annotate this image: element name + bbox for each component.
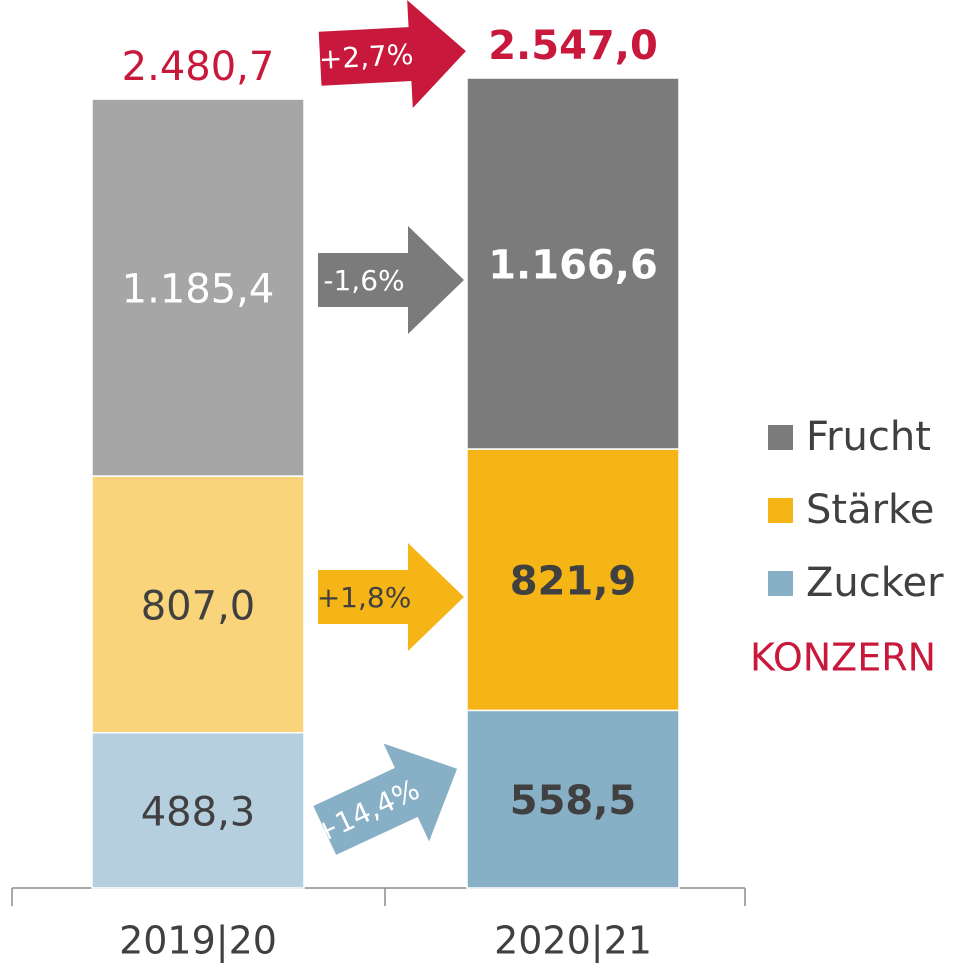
total-label: 2.480,7 [122, 44, 275, 90]
total-label: 2.547,0 [488, 23, 658, 69]
bar-segment [466, 77, 680, 450]
change-arrow: +2,7% [318, 0, 466, 108]
x-tick-label: 2020|21 [494, 919, 652, 964]
arrow-shape [318, 0, 466, 108]
value-label: 807,0 [141, 583, 256, 629]
legend-label: KONZERN [750, 636, 936, 680]
value-label: 558,5 [510, 778, 637, 824]
change-label: +2,7% [318, 38, 414, 76]
arrow-shape [318, 543, 464, 651]
legend-label: Frucht [806, 414, 931, 460]
value-label: 488,3 [141, 789, 256, 835]
bar-segment [91, 731, 305, 889]
change-arrow: -1,6% [318, 226, 464, 334]
value-label: 821,9 [510, 559, 637, 605]
bar-segment [91, 98, 305, 477]
legend-swatch [768, 498, 793, 523]
change-label: -1,6% [323, 264, 404, 297]
bar-segment [91, 475, 305, 734]
change-label: +1,8% [317, 581, 412, 614]
bar-segment [466, 709, 680, 889]
legend-swatch [768, 571, 793, 596]
change-arrow: +1,8% [317, 543, 464, 651]
value-label: 1.166,6 [488, 243, 658, 289]
arrow-shape [318, 226, 464, 334]
change-arrow: +14,4% [309, 743, 458, 855]
legend-swatch [768, 425, 793, 450]
x-tick-label: 2019|20 [119, 919, 277, 964]
value-label: 1.185,4 [122, 267, 275, 313]
legend-label: Zucker [806, 560, 944, 606]
arrow-shape [313, 743, 458, 855]
legend-label: Stärke [806, 487, 934, 533]
bar-segment [466, 448, 680, 712]
